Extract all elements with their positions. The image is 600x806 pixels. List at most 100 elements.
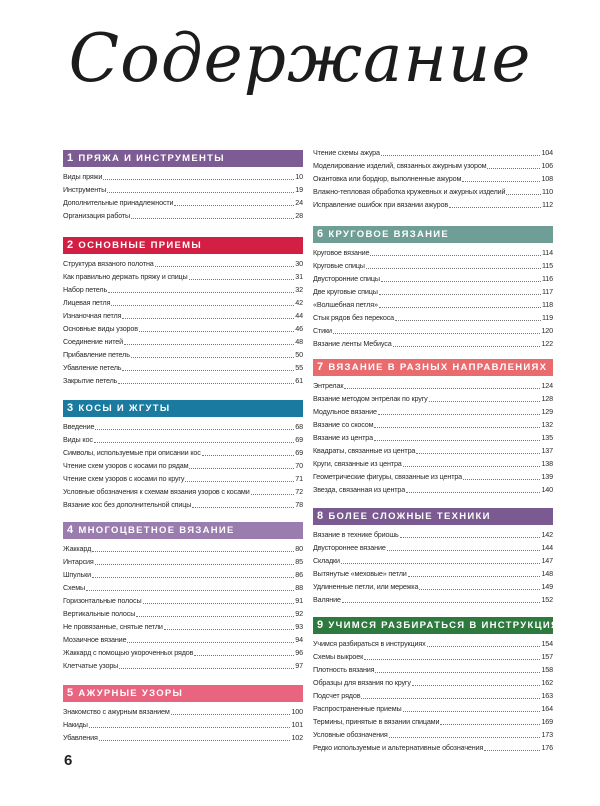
toc-entry[interactable]: Как правильно держать пряжу и спицы 31 bbox=[63, 270, 303, 283]
entry-page-number: 96 bbox=[295, 648, 303, 657]
dot-leader bbox=[407, 576, 541, 577]
section-title: Ажурные узоры bbox=[78, 688, 184, 699]
toc-entry[interactable]: Две круговые спицы 117 bbox=[313, 285, 553, 298]
toc-entry[interactable]: Накиды 101 bbox=[63, 718, 303, 731]
section-header[interactable]: 8 Более сложные техники bbox=[313, 508, 553, 525]
section-header[interactable]: 4 Многоцветное вязание bbox=[63, 522, 303, 539]
toc-entry[interactable]: Двусторонние спицы 116 bbox=[313, 272, 553, 285]
entry-page-number: 138 bbox=[541, 459, 553, 468]
toc-entry[interactable]: Схемы 88 bbox=[63, 581, 303, 594]
toc-entry[interactable]: Клетчатые узоры 97 bbox=[63, 659, 303, 672]
toc-entry[interactable]: Интарсия 85 bbox=[63, 555, 303, 568]
toc-entry[interactable]: Организация работы 28 bbox=[63, 209, 303, 222]
toc-entry[interactable]: Схемы выкроек 157 bbox=[313, 650, 553, 663]
toc-entry[interactable]: Лицевая петля 42 bbox=[63, 296, 303, 309]
section-header[interactable]: 6 Круговое вязание bbox=[313, 226, 553, 243]
section-header[interactable]: 3 Косы и жгуты bbox=[63, 400, 303, 417]
toc-section: 8 Более сложные техники Вязание в технике … bbox=[313, 508, 553, 606]
toc-entry[interactable]: Не провязанные, снятые петли 93 bbox=[63, 620, 303, 633]
entry-label: Звезда, связанная из центра bbox=[313, 485, 406, 494]
toc-entry[interactable]: Шпульки 86 bbox=[63, 568, 303, 581]
toc-entry[interactable]: Чтение схем узоров с косами по кругу 71 bbox=[63, 472, 303, 485]
toc-entry[interactable]: Стык рядов без перекоса 119 bbox=[313, 311, 553, 324]
toc-entry[interactable]: Символы, используемые при описании кос 69 bbox=[63, 446, 303, 459]
toc-entry[interactable]: Валяние 152 bbox=[313, 593, 553, 606]
toc-entry[interactable]: Геометрические фигуры, связанные из цент… bbox=[313, 470, 553, 483]
toc-entry[interactable]: Вязание кос без дополнительной спицы 78 bbox=[63, 498, 303, 511]
toc-entry[interactable]: Подсчет рядов 163 bbox=[313, 689, 553, 702]
toc-entry[interactable]: Вязание со скосом 132 bbox=[313, 418, 553, 431]
toc-entry[interactable]: Распространенные приемы 164 bbox=[313, 702, 553, 715]
toc-entry[interactable]: Модульное вязание 129 bbox=[313, 405, 553, 418]
toc-entry[interactable]: Основные виды узоров 46 bbox=[63, 322, 303, 335]
entry-label: Условные обозначения bbox=[313, 730, 388, 739]
section-header[interactable]: 7 Вязание в разных направлениях bbox=[313, 359, 553, 376]
toc-entry[interactable]: Знакомство с ажурным вязанием 100 bbox=[63, 705, 303, 718]
entry-page-number: 158 bbox=[541, 665, 553, 674]
entry-page-number: 92 bbox=[295, 609, 303, 618]
toc-entry[interactable]: Структура вязаного полотна 30 bbox=[63, 257, 303, 270]
dot-leader bbox=[373, 440, 541, 441]
toc-entry[interactable]: Прибавление петель 50 bbox=[63, 348, 303, 361]
toc-entry[interactable]: Влажно-тепловая обработка кружевных и аж… bbox=[313, 185, 553, 198]
toc-entry[interactable]: Круги, связанные из центра 138 bbox=[313, 457, 553, 470]
toc-entry[interactable]: Вытянутые «меховые» петли 148 bbox=[313, 567, 553, 580]
toc-entry[interactable]: Редко используемые и альтернативные обоз… bbox=[313, 741, 553, 754]
toc-entry[interactable]: Виды пряжи 10 bbox=[63, 170, 303, 183]
section-header[interactable]: 5 Ажурные узоры bbox=[63, 685, 303, 702]
entry-page-number: 124 bbox=[541, 381, 553, 390]
toc-entry[interactable]: Моделирование изделий, связанных ажурным… bbox=[313, 159, 553, 172]
entry-label: Основные виды узоров bbox=[63, 324, 138, 333]
dot-leader bbox=[88, 727, 291, 728]
dot-leader bbox=[192, 507, 295, 508]
toc-entry[interactable]: Складки 147 bbox=[313, 554, 553, 567]
toc-entry[interactable]: Вязание из центра 135 bbox=[313, 431, 553, 444]
toc-entry[interactable]: «Волшебная петля» 118 bbox=[313, 298, 553, 311]
toc-entry[interactable]: Термины, принятые в вязании спицами 169 bbox=[313, 715, 553, 728]
toc-entry[interactable]: Вязание в технике бриошь 142 bbox=[313, 528, 553, 541]
toc-entry[interactable]: Круговые спицы 115 bbox=[313, 259, 553, 272]
toc-entry[interactable]: Дополнительные принадлежности 24 bbox=[63, 196, 303, 209]
toc-entry[interactable]: Закрытие петель 61 bbox=[63, 374, 303, 387]
section-header[interactable]: 1 Пряжа и инструменты bbox=[63, 150, 303, 167]
section-title: Пряжа и инструменты bbox=[78, 153, 225, 164]
toc-entry[interactable]: Набор петель 32 bbox=[63, 283, 303, 296]
section-header[interactable]: 9 Учимся разбираться в инструкциях bbox=[313, 617, 553, 634]
toc-entry[interactable]: Двустороннее вязание 144 bbox=[313, 541, 553, 554]
toc-entry[interactable]: Энтрелак 124 bbox=[313, 379, 553, 392]
toc-entry[interactable]: Чтение схем узоров с косами по рядам 70 bbox=[63, 459, 303, 472]
toc-entry[interactable]: Вязание методом энтрелак по кругу 128 bbox=[313, 392, 553, 405]
entry-label: Не провязанные, снятые петли bbox=[63, 622, 163, 631]
toc-entry[interactable]: Инструменты 19 bbox=[63, 183, 303, 196]
entry-label: Структура вязаного полотна bbox=[63, 259, 154, 268]
toc-entry[interactable]: Соединение нитей 48 bbox=[63, 335, 303, 348]
section-header[interactable]: 2 Основные приемы bbox=[63, 237, 303, 254]
toc-entry[interactable]: Удлиненные петли, или мережка 149 bbox=[313, 580, 553, 593]
toc-entry[interactable]: Квадраты, связанные из центра 137 bbox=[313, 444, 553, 457]
toc-entry[interactable]: Виды кос 69 bbox=[63, 433, 303, 446]
toc-entry[interactable]: Горизонтальные полосы 91 bbox=[63, 594, 303, 607]
dot-leader bbox=[378, 294, 541, 295]
toc-entry[interactable]: Мозаичное вязание 94 bbox=[63, 633, 303, 646]
toc-entry[interactable]: Убавление петель 55 bbox=[63, 361, 303, 374]
toc-entry[interactable]: Стики 120 bbox=[313, 324, 553, 337]
toc-entry[interactable]: Звезда, связанная из центра 140 bbox=[313, 483, 553, 496]
toc-section: 2 Основные приемы Структура вязаного полот… bbox=[63, 237, 303, 387]
toc-entry[interactable]: Образцы для вязания по кругу 162 bbox=[313, 676, 553, 689]
toc-entry[interactable]: Вертикальные полосы 92 bbox=[63, 607, 303, 620]
toc-entry[interactable]: Исправление ошибок при вязании ажуров 112 bbox=[313, 198, 553, 211]
toc-entry[interactable]: Убавления 102 bbox=[63, 731, 303, 744]
toc-entry[interactable]: Условные обозначения 173 bbox=[313, 728, 553, 741]
toc-entry[interactable]: Введение 68 bbox=[63, 420, 303, 433]
toc-entry[interactable]: Условные обозначения к схемам вязания уз… bbox=[63, 485, 303, 498]
toc-entry[interactable]: Учимся разбираться в инструкциях 154 bbox=[313, 637, 553, 650]
toc-entry[interactable]: Чтение схемы ажура 104 bbox=[313, 146, 553, 159]
entry-page-number: 78 bbox=[295, 500, 303, 509]
toc-entry[interactable]: Изнаночная петля 44 bbox=[63, 309, 303, 322]
toc-entry[interactable]: Круговое вязание 114 bbox=[313, 246, 553, 259]
toc-entry[interactable]: Вязание ленты Мебиуса 122 bbox=[313, 337, 553, 350]
toc-entry[interactable]: Жаккард с помощью укороченных рядов 96 bbox=[63, 646, 303, 659]
toc-entry[interactable]: Жаккард 80 bbox=[63, 542, 303, 555]
toc-entry[interactable]: Плотность вязания 158 bbox=[313, 663, 553, 676]
toc-entry[interactable]: Окантовка или бордюр, выполненные ажуром… bbox=[313, 172, 553, 185]
